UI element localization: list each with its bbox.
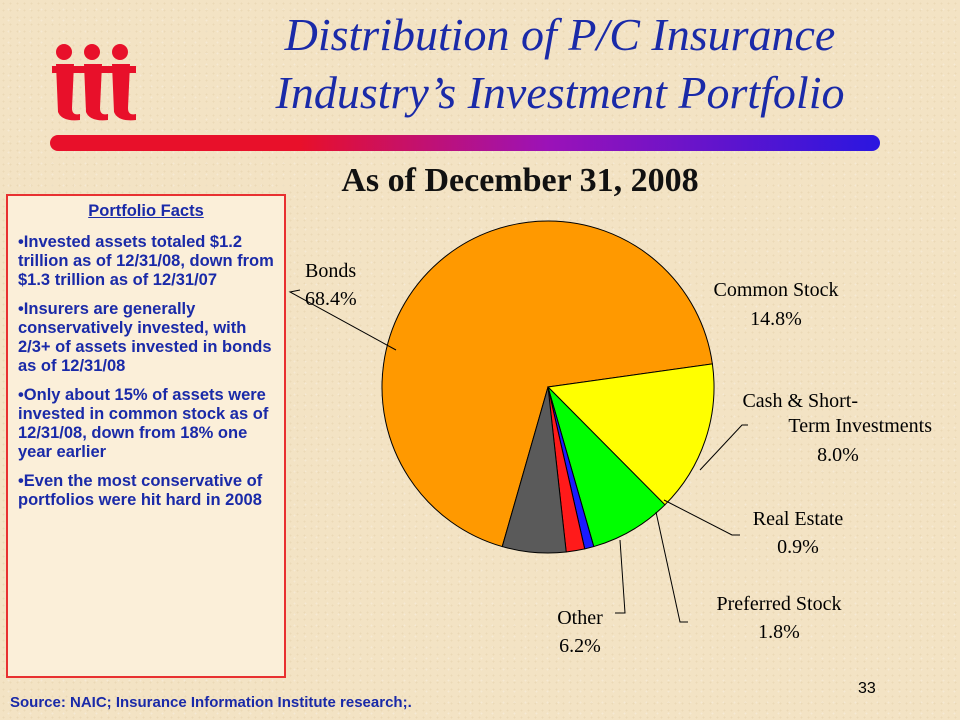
- leader-line-cash-short-term-investments: [699, 424, 748, 471]
- title-divider: [50, 135, 880, 151]
- fact-item: •Even the most conservative of portfolio…: [18, 472, 263, 509]
- slide-title: Distribution of P/C Insurance Industry’s…: [180, 6, 940, 122]
- source-note: Source: NAIC; Insurance Information Inst…: [10, 694, 412, 711]
- data-label-bonds-value: 68.4%: [305, 288, 357, 310]
- data-label-preferred-stock-value: 1.8%: [758, 621, 800, 643]
- data-label-common-stock: Common Stock: [713, 279, 838, 301]
- data-label-real-estate: Real Estate: [753, 508, 844, 530]
- leader-line-other: [615, 539, 626, 614]
- title-line-2: Industry’s Investment Portfolio: [275, 67, 845, 118]
- data-label-cash-short-term-investments-value: 8.0%: [817, 444, 859, 466]
- data-label-other-value: 6.2%: [559, 635, 601, 657]
- data-label-real-estate-value: 0.9%: [777, 536, 819, 558]
- fact-item: •Only about 15% of assets were invested …: [18, 386, 269, 461]
- portfolio-facts-box: Portfolio Facts •Invested assets totaled…: [6, 194, 286, 678]
- data-label-common-stock-value: 14.8%: [750, 308, 802, 330]
- facts-title: Portfolio Facts: [88, 202, 204, 220]
- leader-line-bonds: [288, 289, 397, 351]
- data-label-preferred-stock: Preferred Stock: [717, 593, 842, 615]
- leader-line-preferred-stock: [655, 511, 688, 623]
- page-number: 33: [858, 680, 876, 697]
- data-label-cash-short-term-investments: Term Investments: [788, 415, 932, 437]
- leader-line-real-estate: [663, 499, 740, 536]
- fact-item: •Insurers are generally conservatively i…: [18, 300, 272, 375]
- pie-slice-common-stock: [546, 363, 715, 506]
- iii-logo: [48, 42, 138, 127]
- data-label-bonds: Bonds: [305, 260, 356, 282]
- fact-item: •Invested assets totaled $1.2 trillion a…: [18, 233, 274, 289]
- pie-slice-other: [501, 386, 567, 554]
- title-line-1: Distribution of P/C Insurance: [284, 9, 836, 60]
- data-label-other: Other: [557, 607, 603, 629]
- data-label-cash-short-term-investments: Cash & Short-: [742, 390, 858, 412]
- chart-subtitle: As of December 31, 2008: [341, 162, 699, 199]
- pie-slice-bonds: [381, 220, 713, 548]
